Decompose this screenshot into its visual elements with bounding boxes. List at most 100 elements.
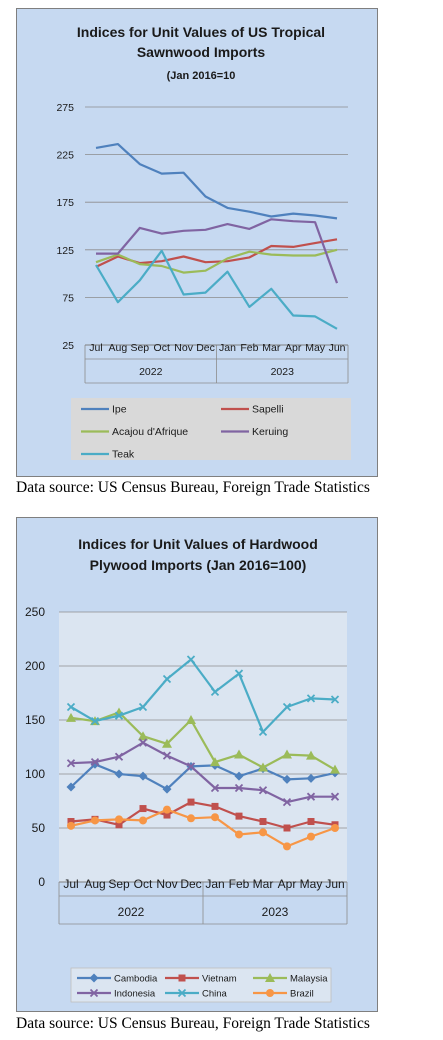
plywood-legend-marker-brazil [266,989,274,997]
plywood-x-tick-label: Oct [134,877,153,891]
plywood-point-china [234,669,244,678]
plywood-point-indonesia [258,786,268,795]
sawnwood-title-line-1: Indices for Unit Values of US Tropical [77,24,325,40]
plywood-year-label: 2023 [262,905,289,919]
plywood-legend-marker-china [177,988,187,998]
sawnwood-x-tick-label: Sep [130,342,149,354]
plywood-point-china [258,727,268,737]
sawnwood-series-keruing [96,218,339,284]
plywood-point-china [162,674,172,684]
sawnwood-line-teak [95,249,338,330]
sawnwood-x-tick-label: May [305,342,326,354]
plywood-y-tick-label: 100 [25,767,45,781]
sawnwood-x-tick-label: Jun [329,342,346,354]
sawnwood-legend-label-teak: Teak [112,449,135,461]
plywood-data-source: Data source: US Census Bureau, Foreign T… [16,1015,370,1032]
plywood-point-cambodia [138,771,148,781]
plywood-line-brazil [70,808,336,848]
plywood-legend-marker-indonesia [89,988,99,998]
plywood-point-malaysia [330,764,340,774]
sawnwood-y-tick-label: 75 [62,292,74,304]
plywood-legend-marker-malaysia [265,973,275,982]
plywood-point-indonesia [330,792,340,801]
plywood-point-vietnam [187,798,195,806]
sawnwood-x-tick-label: Apr [285,342,302,354]
plywood-x-tick-label: Jul [63,877,78,891]
plywood-x-tick-label: Apr [278,877,297,891]
plywood-point-malaysia [258,762,268,772]
plywood-title-line-2: Plywood Imports (Jan 2016=100) [90,557,307,573]
plywood-point-indonesia [66,759,76,768]
plywood-point-china [66,702,76,712]
sawnwood-x-tick-label: Aug [109,342,128,354]
plywood-point-cambodia [66,782,76,792]
plywood-x-tick-label: May [300,877,323,891]
sawnwood-series-teak [95,249,338,330]
plywood-point-china [210,687,220,697]
plywood-point-indonesia [162,751,172,760]
plywood-y-tick-label: 0 [38,875,45,889]
plywood-point-brazil [283,842,291,851]
plywood-point-brazil [139,816,147,825]
plywood-plot-area [59,612,347,882]
plywood-line-vietnam [70,801,336,830]
plywood-point-indonesia [306,792,316,801]
plywood-point-indonesia [138,738,148,747]
plywood-point-malaysia [186,715,196,724]
plywood-point-vietnam [283,824,291,832]
plywood-y-tick-label: 50 [32,821,46,835]
plywood-legend-marker-vietnam [178,974,186,982]
plywood-series-indonesia [66,738,340,807]
plywood-point-china [114,711,124,720]
sawnwood-x-tick-label: Dec [196,342,215,354]
plywood-point-vietnam [115,821,123,829]
sawnwood-x-tick-label: Feb [240,342,258,354]
sawnwood-y-tick-label: 175 [56,197,74,209]
plywood-point-china [138,702,148,712]
sawnwood-legend [71,398,351,460]
sawnwood-subtitle: (Jan 2016=10 [167,70,236,82]
plywood-point-china [90,716,100,726]
plywood-chart-panel: Indices for Unit Values of Hardwood Plywo… [16,517,378,1012]
plywood-point-malaysia [234,749,244,759]
sawnwood-legend-label-ipe: Ipe [112,404,127,416]
plywood-point-brazil [187,814,195,823]
plywood-series-cambodia [66,759,340,794]
plywood-point-brazil [307,832,315,841]
plywood-year-label: 2022 [118,905,145,919]
sawnwood-chart-panel: Indices for Unit Values of US Tropical Sa… [16,8,378,477]
plywood-point-brazil [115,815,123,824]
plywood-y-tick-label: 150 [25,713,45,727]
plywood-title-line-1: Indices for Unit Values of Hardwood [78,536,318,552]
sawnwood-y-tick-label: 275 [56,102,74,114]
plywood-legend [70,967,332,1003]
plywood-point-china [282,702,292,712]
plywood-legend-label-vietnam: Vietnam [202,974,237,985]
plywood-point-indonesia [234,783,244,793]
plywood-point-brazil [235,830,243,839]
plywood-y-tick-label: 200 [25,659,45,673]
plywood-legend-label-cambodia: Cambodia [114,974,158,985]
plywood-line-china [70,658,336,733]
sawnwood-x-tick-label: Nov [174,342,193,354]
plywood-point-china [186,655,196,664]
sawnwood-legend-label-acajou-d-afrique: Acajou d'Afrique [112,426,188,438]
sawnwood-x-tick-label: Mar [262,342,281,354]
plywood-point-vietnam [259,818,267,826]
plywood-point-brazil [91,816,99,825]
plywood-point-cambodia [234,771,244,781]
plywood-point-malaysia [138,731,148,741]
plywood-x-tick-label: Sep [108,877,130,891]
plywood-point-indonesia [186,762,196,771]
plywood-point-cambodia [306,773,316,783]
plywood-legend-label-malaysia: Malaysia [290,974,328,985]
sawnwood-year-label: 2023 [271,366,295,378]
sawnwood-y-tick-label: 25 [62,340,74,352]
plywood-point-indonesia [114,752,124,761]
plywood-series-brazil [67,805,339,851]
plywood-point-brazil [259,828,267,837]
plywood-series-china [66,655,340,737]
sawnwood-series-acajou-d-afrique [95,248,338,274]
sawnwood-data-source: Data source: US Census Bureau, Foreign T… [16,479,370,496]
plywood-point-indonesia [210,783,220,793]
